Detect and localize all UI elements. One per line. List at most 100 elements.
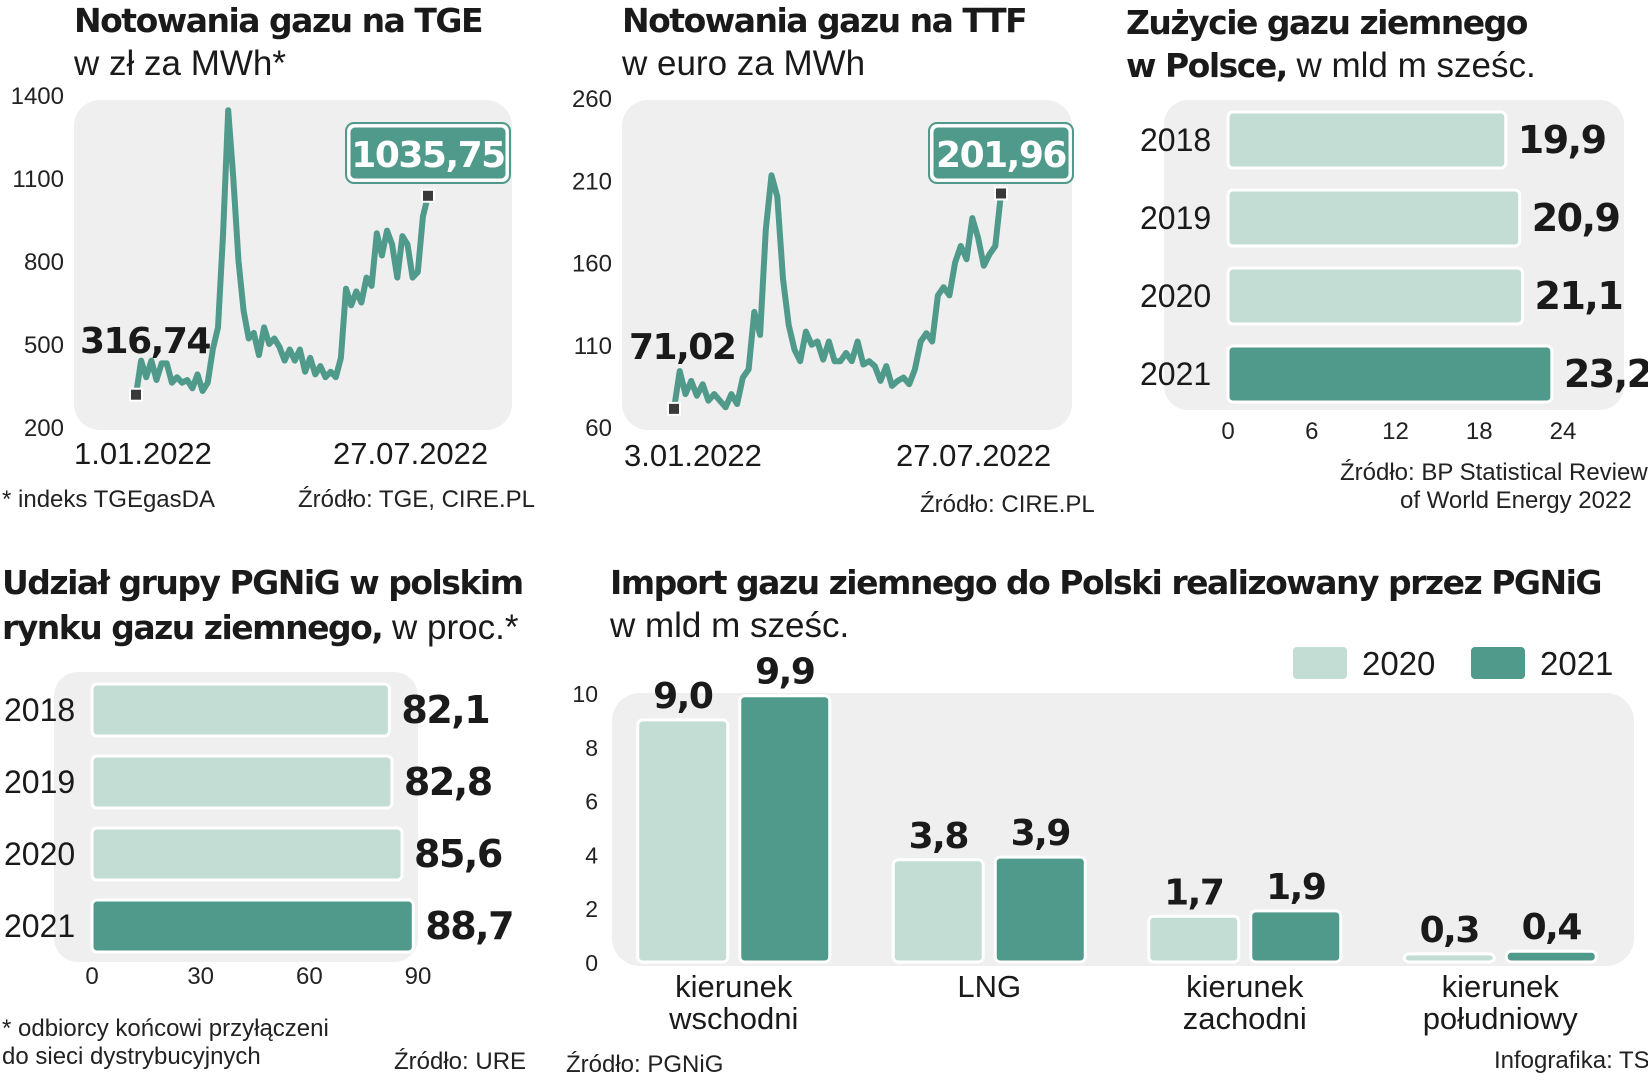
- y-tick-label: 800: [24, 249, 64, 276]
- y-tick-label: 10: [572, 681, 598, 707]
- bar: [1249, 909, 1343, 964]
- category-label: wschodni: [668, 1001, 798, 1036]
- y-tick-label: 6: [585, 789, 598, 815]
- start-value-label: 316,74: [80, 321, 210, 362]
- y-tick-label: 1400: [11, 83, 64, 110]
- x-start-date-label: 3.01.2022: [624, 438, 762, 473]
- y-tick-label: 200: [24, 415, 64, 442]
- plot-background: [612, 693, 1634, 966]
- x-tick-label: 30: [187, 963, 214, 990]
- bar: [993, 855, 1087, 964]
- bar: [1226, 344, 1554, 404]
- bar-value-label: 20,9: [1532, 196, 1620, 240]
- tge-line-chart: 200 500 800 1100 1400 316,74 1035,75 1.01.2022 2…: [11, 83, 512, 471]
- y-tick-label: 260: [572, 86, 612, 113]
- bar-value-label: 82,8: [404, 760, 492, 804]
- x-start-date-label: 1.01.2022: [74, 436, 212, 471]
- x-tick-label: 0: [1221, 418, 1234, 445]
- y-tick-label: 2: [585, 896, 598, 922]
- start-value-label: 71,02: [629, 327, 735, 368]
- category-label: 2021: [1140, 356, 1211, 392]
- share-footnote-line2: do sieci dystrybucyjnych: [2, 1043, 261, 1070]
- end-value-badge-outline: [345, 122, 511, 184]
- consumption-title-rest: w mld m sześc.: [1286, 46, 1536, 85]
- share-title-bold: rynku gazu ziemnego,: [2, 608, 384, 647]
- category-label: południowy: [1423, 1001, 1579, 1036]
- bar-value-label: 1,7: [1164, 872, 1223, 913]
- y-tick-label: 4: [585, 842, 598, 868]
- ttf-source: Źródło: CIRE.PL: [920, 491, 1095, 518]
- bar-value-label: 82,1: [401, 688, 489, 732]
- share-bar-chart: 0 30 60 90 2018 82,1 2019 82,8 2020 85,6 2021 88,7: [4, 672, 515, 990]
- category-label: 2018: [4, 692, 75, 728]
- category-label: kierunek: [1442, 969, 1560, 1004]
- import-source: Źródło: PGNiG: [566, 1051, 724, 1078]
- x-tick-label: 6: [1305, 418, 1318, 445]
- consumption-panel: Zużycie gazu ziemnego w Polsce, w mld m …: [0, 0, 1648, 520]
- share-title-line2: rynku gazu ziemnego, w proc.*: [2, 610, 518, 645]
- legend-label: 2020: [1362, 645, 1435, 682]
- ttf-title: Notowania gazu na TTF: [622, 1, 1028, 40]
- plot-background: [1164, 100, 1624, 410]
- category-label: 2020: [4, 836, 75, 872]
- share-source: Źródło: URE: [394, 1048, 527, 1075]
- bar: [1147, 914, 1241, 964]
- end-value-badge-outline: [928, 122, 1074, 184]
- x-tick-label: 90: [405, 963, 432, 990]
- bar-value-label: 9,0: [653, 676, 713, 717]
- consumption-source-line2: of World Energy 2022: [1400, 487, 1632, 514]
- category-label: kierunek: [675, 969, 793, 1004]
- bar-value-label: 21,1: [1535, 274, 1623, 318]
- category-label: 2019: [1140, 200, 1211, 236]
- x-tick-label: 24: [1550, 418, 1577, 445]
- price-line-series: [133, 107, 431, 398]
- x-end-date-label: 27.07.2022: [896, 438, 1051, 473]
- bar-value-label: 85,6: [414, 832, 502, 876]
- plot-background: [54, 672, 418, 962]
- consumption-title-line1: Zużycie gazu ziemnego: [1126, 3, 1528, 42]
- import-subtitle: w mld m sześc.: [610, 606, 850, 645]
- y-tick-label: 160: [572, 251, 612, 278]
- category-label: 2018: [1140, 122, 1211, 158]
- end-value-badge: [930, 124, 1072, 182]
- ttf-subtitle: w euro za MWh: [622, 44, 866, 83]
- bar: [636, 718, 730, 964]
- end-value-badge: [347, 124, 509, 182]
- bar: [1504, 949, 1598, 964]
- share-title-line1: Udział grupy PGNiG w polskim: [2, 563, 524, 602]
- start-point-marker: [129, 387, 143, 402]
- share-footnote-line1: * odbiorcy końcowi przyłączeni: [2, 1015, 329, 1042]
- category-label: 2019: [4, 764, 75, 800]
- y-tick-label: 0: [585, 950, 598, 976]
- x-tick-label: 12: [1382, 418, 1409, 445]
- start-point-marker: [667, 401, 681, 416]
- bar: [1402, 952, 1496, 964]
- x-tick-label: 60: [296, 963, 323, 990]
- consumption-source-line1: Źródło: BP Statistical Review: [1340, 459, 1648, 486]
- bar: [891, 858, 985, 964]
- category-label: kierunek: [1186, 969, 1304, 1004]
- bar-value-label: 0,3: [1420, 910, 1479, 951]
- category-label: zachodni: [1183, 1001, 1307, 1036]
- x-tick-label: 0: [85, 963, 98, 990]
- bar-value-label: 19,9: [1518, 118, 1606, 162]
- ttf-panel: Notowania gazu na TTF w euro za MWh 60 11…: [0, 0, 1100, 520]
- price-line-series: [671, 172, 1004, 412]
- end-point-marker: [421, 188, 435, 203]
- x-end-date-label: 27.07.2022: [333, 436, 488, 471]
- bar: [90, 754, 394, 810]
- bar-value-label: 3,9: [1011, 813, 1070, 854]
- consumption-bar-chart: 0 6 12 18 24 2018 19,9 2019 20,9 2020 21,1 2021 23,2: [1140, 100, 1648, 445]
- x-tick-label: 18: [1466, 418, 1493, 445]
- y-tick-label: 60: [585, 415, 612, 442]
- bar: [90, 898, 415, 954]
- category-label: 2021: [4, 908, 75, 944]
- bar: [738, 694, 832, 964]
- consumption-title-line2: w Polsce, w mld m sześc.: [1126, 48, 1536, 83]
- consumption-title-bold: w Polsce,: [1126, 46, 1288, 85]
- end-value-label: 201,96: [936, 135, 1066, 176]
- bar-value-label: 0,4: [1522, 907, 1582, 948]
- category-label: 2020: [1140, 278, 1211, 314]
